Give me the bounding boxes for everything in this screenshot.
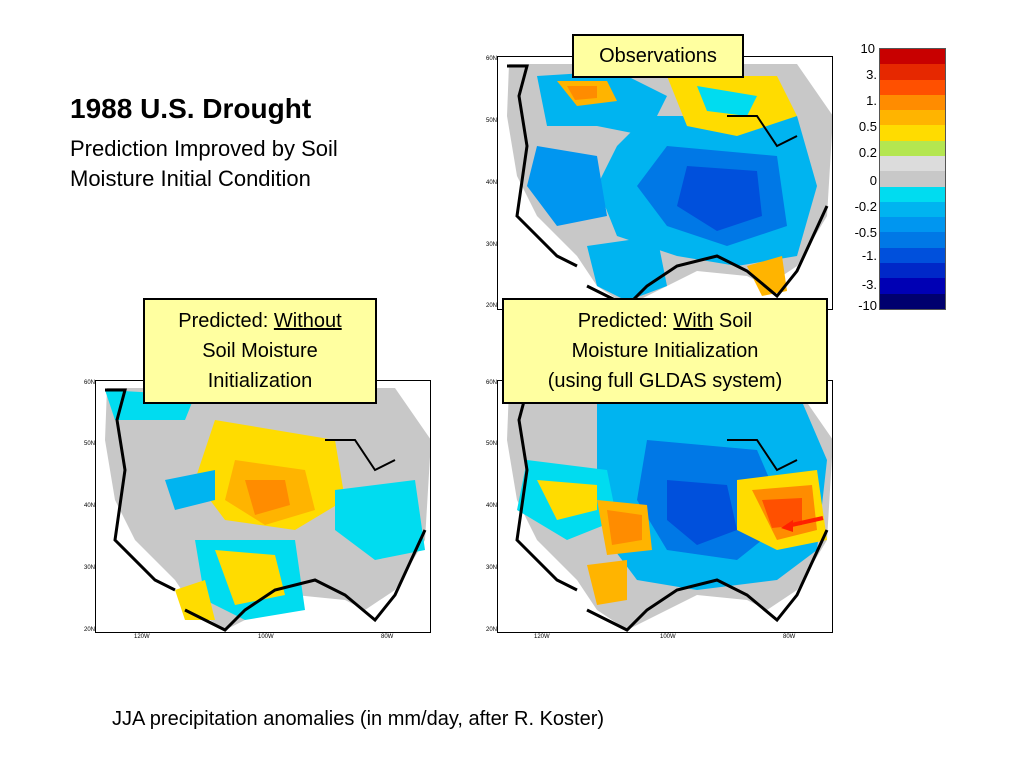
colorbar-swatch — [880, 110, 945, 126]
figure-caption: JJA precipitation anomalies (in mm/day, … — [112, 708, 605, 730]
with-mid: Soil — [713, 310, 753, 332]
lon-tick: 120W — [534, 634, 550, 640]
colorbar-label: 10 — [860, 41, 875, 56]
colorbar-label: 1. — [866, 93, 877, 108]
lon-tick: 100W — [660, 634, 676, 640]
colorbar-swatch — [880, 201, 945, 218]
lat-tick: 30N — [486, 565, 498, 571]
colorbar-swatch — [880, 293, 945, 309]
colorbar-swatch — [880, 247, 945, 263]
lat-tick: 60N — [486, 56, 498, 62]
colorbar-label: -0.2 — [854, 199, 877, 214]
colorbar-label: -10 — [858, 298, 877, 313]
observations-label: Observations — [599, 45, 717, 67]
without-rest: Soil Moisture Initialization — [202, 340, 318, 392]
lat-tick: 30N — [84, 565, 96, 571]
with-line2: Moisture Initialization — [571, 340, 759, 362]
without-prefix: Predicted: — [178, 310, 274, 332]
lat-tick: 50N — [486, 441, 498, 447]
colorbar-swatch — [880, 79, 945, 95]
lat-tick: 20N — [84, 627, 96, 633]
lat-tick: 40N — [84, 503, 96, 509]
map-with — [497, 380, 833, 633]
colorbar-label: -3. — [861, 277, 877, 292]
lon-tick: 80W — [783, 634, 796, 640]
slide-subtitle: Prediction Improved by Soil Moisture Ini… — [70, 136, 338, 191]
colorbar-swatch — [880, 155, 945, 172]
map-frame — [497, 380, 833, 633]
lat-tick: 30N — [486, 242, 498, 248]
lat-tick: 40N — [486, 180, 498, 186]
colorbar-swatch — [880, 217, 945, 233]
lat-tick: 40N — [486, 503, 498, 509]
colorbar-swatch — [880, 94, 945, 111]
colorbar-label: 3. — [866, 67, 877, 82]
label-with: Predicted: With Soil Moisture Initializa… — [502, 298, 828, 404]
with-prefix: Predicted: — [577, 310, 674, 332]
lat-tick: 60N — [84, 380, 96, 386]
colorbar-swatch — [880, 64, 945, 80]
lat-tick: 20N — [486, 303, 498, 309]
with-line3: (using full GLDAS system) — [547, 370, 783, 392]
colorbar-swatch — [880, 278, 945, 294]
lat-tick: 50N — [486, 118, 498, 124]
colorbar-swatch — [880, 186, 945, 202]
map-observations-field — [497, 56, 833, 310]
label-without: Predicted: Without Soil Moisture Initial… — [143, 298, 377, 404]
colorbar-swatch — [880, 140, 945, 156]
lat-tick: 60N — [486, 380, 498, 386]
colorbar-swatch — [880, 232, 945, 248]
colorbar — [879, 48, 946, 310]
slide-title: 1988 U.S. Drought — [70, 93, 312, 124]
colorbar-swatch — [880, 262, 945, 279]
map-without-field — [95, 380, 431, 633]
colorbar-label: 0.5 — [858, 119, 877, 134]
label-observations: Observations — [572, 34, 744, 78]
map-frame — [497, 56, 833, 310]
map-frame — [95, 380, 431, 633]
colorbar-label: -1. — [861, 248, 877, 263]
lon-tick: 120W — [134, 634, 150, 640]
colorbar-swatch — [880, 49, 945, 65]
without-emphasis: Without — [273, 310, 342, 332]
map-observations — [497, 56, 833, 310]
map-with-field — [497, 380, 833, 633]
lon-tick: 100W — [258, 634, 274, 640]
colorbar-swatch — [880, 171, 945, 187]
colorbar-label: 0 — [869, 173, 877, 188]
lat-tick: 50N — [84, 441, 96, 447]
colorbar-swatch — [880, 125, 945, 141]
colorbar-label: -0.5 — [854, 225, 877, 240]
lon-tick: 80W — [381, 634, 394, 640]
with-emphasis: With — [673, 310, 714, 332]
lat-tick: 20N — [486, 627, 498, 633]
colorbar-label: 0.2 — [858, 145, 877, 160]
map-without — [95, 380, 431, 633]
